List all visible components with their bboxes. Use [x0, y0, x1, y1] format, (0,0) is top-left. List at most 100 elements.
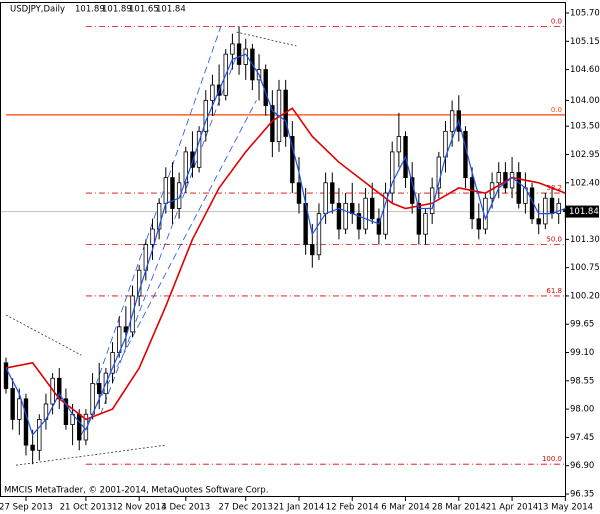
candle-body — [543, 197, 548, 225]
y-tick-label: 99.65 — [570, 320, 594, 330]
x-tick-label: 12 Feb 2014 — [326, 503, 379, 513]
candle-body — [316, 213, 322, 256]
y-tick-label: 100.20 — [570, 291, 600, 301]
candle-body — [509, 172, 515, 189]
candle-body — [390, 151, 395, 194]
x-tick-label: 13 May 2014 — [538, 503, 593, 513]
y-tick-label: 104.00 — [570, 96, 600, 106]
level-label: 100.0 — [542, 455, 562, 463]
candle-body — [336, 202, 342, 230]
x-tick-label: 12 Nov 2013 — [112, 503, 166, 513]
candle-body — [536, 218, 541, 225]
y-tick-label: 96.35 — [570, 490, 594, 500]
candle-body — [170, 177, 175, 209]
ohlc-high: 101.89 — [102, 5, 132, 15]
trendline — [100, 48, 240, 415]
candle-body — [449, 110, 455, 132]
x-tick-label: 27 Dec 2013 — [219, 503, 273, 513]
current-price-box — [566, 205, 599, 218]
plot-body — [1, 25, 568, 466]
candle-body — [436, 156, 442, 189]
candle-body — [136, 269, 142, 297]
candle-body — [516, 172, 521, 204]
candle-body — [343, 202, 348, 230]
y-tick-label: 102.40 — [570, 178, 600, 188]
symbol: USDJPY,Daily — [10, 5, 65, 15]
candle-body — [230, 43, 235, 55]
y-tick-label: 105.15 — [570, 37, 600, 47]
candle-body — [37, 419, 42, 451]
y-tick-label: 101.30 — [570, 235, 600, 245]
ohlc-open: 101.89 — [75, 5, 105, 15]
candle-body — [196, 130, 202, 168]
candle-body — [463, 130, 468, 179]
candle-body — [10, 388, 15, 420]
ohlc-low: 101.65 — [129, 5, 159, 15]
y-tick-label: 99.10 — [570, 348, 594, 358]
candle-body — [30, 444, 35, 451]
candle-body — [370, 197, 375, 220]
level-label: 50.0 — [546, 235, 562, 243]
x-tick-label: 21 Oct 2013 — [60, 503, 113, 513]
candle-body — [97, 382, 102, 395]
candle-body — [496, 172, 501, 184]
candle-body — [383, 192, 388, 235]
candle-body — [416, 202, 422, 235]
candle-body — [77, 413, 82, 441]
level-label: 61.8 — [546, 287, 562, 295]
candle-body — [23, 398, 29, 446]
candle-body — [363, 197, 368, 230]
x-tick-label: 27 Sep 2013 — [0, 503, 53, 513]
candle-body — [3, 362, 9, 389]
candle-body — [210, 84, 215, 101]
moving-average — [5, 53, 566, 436]
moving-average — [5, 107, 566, 421]
y-tick-label: 97.45 — [570, 433, 594, 443]
level-label: 0.0 — [551, 17, 562, 25]
y-tick-label: 103.50 — [570, 122, 600, 132]
candle-body — [176, 182, 182, 209]
candle-body — [17, 398, 22, 420]
candle-body — [190, 151, 195, 168]
y-tick-label: 96.90 — [570, 461, 594, 471]
y-tick-label: 98.55 — [570, 376, 594, 386]
candle-body — [429, 187, 435, 215]
y-tick-label: 104.60 — [570, 65, 600, 75]
candle-body — [423, 213, 428, 235]
candle-body — [549, 197, 555, 215]
level-label: 38.2 — [546, 184, 562, 192]
y-tick-label: 105.70 — [570, 9, 600, 19]
candle-body — [330, 182, 335, 204]
candle-body — [396, 136, 402, 153]
current-price-label: 101.84 — [569, 207, 599, 217]
candle-body — [156, 202, 162, 230]
y-tick-label: 100.75 — [570, 263, 600, 273]
x-tick-label: 4 Dec 2013 — [161, 503, 210, 513]
trendline — [80, 100, 257, 436]
x-tick-label: 28 Mar 2014 — [432, 503, 486, 513]
candle-body — [63, 398, 69, 425]
candle-body — [323, 182, 328, 215]
y-tick-label: 98.00 — [570, 405, 594, 415]
y-tick-label: 102.95 — [570, 150, 600, 160]
candle-body — [376, 218, 382, 235]
candle-body — [356, 213, 362, 230]
candle-body — [296, 182, 302, 204]
candle-body — [163, 177, 169, 204]
level-label: 0.0 — [551, 106, 562, 114]
candle-body — [236, 43, 242, 65]
candle-body — [183, 151, 188, 184]
candle-body — [310, 244, 315, 256]
trendline — [15, 444, 166, 466]
candle-body — [556, 202, 561, 215]
candle-body — [90, 382, 95, 415]
x-tick-label: 21 Apr 2014 — [486, 503, 539, 513]
footer: MMCIS MetaTrader, © 2001-2014, MetaQuote… — [4, 486, 268, 496]
x-tick-label: 21 Jan 2014 — [274, 503, 325, 513]
candle-body — [476, 218, 481, 230]
candle-body — [469, 177, 475, 220]
candle-body — [150, 228, 155, 245]
x-tick-label: 6 Mar 2014 — [381, 503, 429, 513]
candle-body — [350, 202, 355, 215]
